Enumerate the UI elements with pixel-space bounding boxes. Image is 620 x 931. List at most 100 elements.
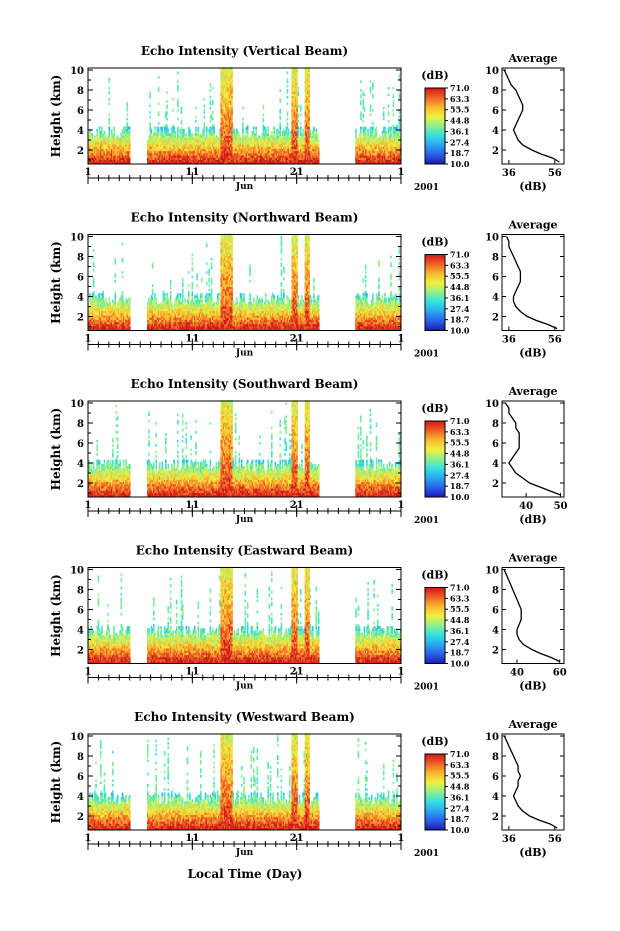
y-axis-label: Height (km) xyxy=(49,574,63,657)
average-frame xyxy=(502,734,564,830)
colorbar xyxy=(425,255,445,331)
echo-heatmap xyxy=(88,400,401,497)
colorbar-tick-label: 36.1 xyxy=(450,459,469,469)
echo-heatmap xyxy=(88,567,401,664)
avg-y-tick-label: 4 xyxy=(492,459,499,470)
y-axis-label: Height (km) xyxy=(49,75,63,158)
colorbar-tick-label: 63.3 xyxy=(450,760,470,770)
panel-title: Echo Intensity (Southward Beam) xyxy=(131,377,359,391)
colorbar-tick-label: 18.7 xyxy=(450,481,469,491)
colorbar-tick-label: 44.8 xyxy=(450,282,470,292)
y-tick-label: 6 xyxy=(77,606,84,617)
echo-heatmap xyxy=(88,234,401,331)
x-tick-label: 1 xyxy=(85,833,92,844)
x-tick-label: 11 xyxy=(185,833,199,844)
avg-y-tick-label: 2 xyxy=(492,146,499,157)
x-tick-label: 1 xyxy=(398,500,405,511)
avg-y-tick-label: 8 xyxy=(492,419,499,430)
x-tick-label: 11 xyxy=(185,167,199,178)
average-profile-line xyxy=(504,570,560,662)
colorbar-tick-label: 27.4 xyxy=(450,637,470,647)
colorbar-tick-label: 44.8 xyxy=(450,449,470,459)
colorbar-tick-label: 55.5 xyxy=(450,271,469,281)
average-frame xyxy=(502,235,564,331)
y-tick-label: 2 xyxy=(77,146,84,157)
colorbar-tick-label: 36.1 xyxy=(450,126,469,136)
echo-heatmap xyxy=(88,733,401,830)
colorbar-tick-label: 55.5 xyxy=(450,105,469,115)
colorbar-tick-label: 36.1 xyxy=(450,792,469,802)
x-tick-label: 1 xyxy=(85,500,92,511)
y-tick-label: 6 xyxy=(77,439,84,450)
panel-4: Echo Intensity (Eastward Beam)246810Heig… xyxy=(49,544,567,693)
colorbar-tick-label: 36.1 xyxy=(450,626,469,636)
y-tick-label: 10 xyxy=(70,233,84,244)
x-month-label: Jun xyxy=(235,848,254,858)
average-title: Average xyxy=(507,718,557,731)
avg-y-tick-label: 8 xyxy=(492,253,499,264)
colorbar-tick-label: 71.0 xyxy=(450,250,470,260)
panel-title: Echo Intensity (Northward Beam) xyxy=(131,211,359,225)
avg-y-tick-label: 10 xyxy=(485,566,499,577)
colorbar-tick-label: 18.7 xyxy=(450,148,469,158)
x-month-label: Jun xyxy=(235,349,254,359)
x-tick-label: 1 xyxy=(398,167,405,178)
x-tick-label: 1 xyxy=(398,334,405,345)
avg-x-label: (dB) xyxy=(519,347,546,360)
colorbar-unit: (dB) xyxy=(421,735,448,748)
y-tick-label: 8 xyxy=(77,86,84,97)
colorbar-tick-label: 36.1 xyxy=(450,293,469,303)
y-tick-label: 2 xyxy=(77,646,84,657)
avg-x-tick-label: 60 xyxy=(553,668,567,679)
x-tick-label: 11 xyxy=(185,500,199,511)
y-tick-label: 4 xyxy=(77,293,84,304)
colorbar xyxy=(425,421,445,497)
y-tick-label: 10 xyxy=(70,566,84,577)
colorbar-tick-label: 44.8 xyxy=(450,615,470,625)
echo-intensity-figure: Echo Intensity (Vertical Beam)246810Heig… xyxy=(0,0,620,931)
colorbar-tick-label: 10.0 xyxy=(450,326,470,336)
avg-y-tick-label: 6 xyxy=(492,273,499,284)
avg-x-label: (dB) xyxy=(519,513,546,526)
y-tick-label: 8 xyxy=(77,586,84,597)
colorbar-tick-label: 63.3 xyxy=(450,593,470,603)
y-tick-label: 6 xyxy=(77,106,84,117)
avg-x-tick-label: 36 xyxy=(502,834,516,845)
avg-y-tick-label: 2 xyxy=(492,646,499,657)
avg-y-tick-label: 8 xyxy=(492,586,499,597)
colorbar-tick-label: 44.8 xyxy=(450,116,470,126)
x-year-label: 2001 xyxy=(414,516,439,526)
colorbar-tick-label: 63.3 xyxy=(450,427,470,437)
avg-y-tick-label: 4 xyxy=(492,293,499,304)
avg-x-tick-label: 40 xyxy=(510,668,524,679)
x-year-label: 2001 xyxy=(414,350,439,360)
panel-2: Echo Intensity (Northward Beam)246810Hei… xyxy=(49,211,564,360)
y-tick-label: 4 xyxy=(77,126,84,137)
panel-1: Echo Intensity (Vertical Beam)246810Heig… xyxy=(49,44,564,193)
colorbar-tick-label: 44.8 xyxy=(450,782,470,792)
y-tick-label: 10 xyxy=(70,399,84,410)
x-tick-label: 1 xyxy=(398,667,405,678)
panel-title: Echo Intensity (Westward Beam) xyxy=(134,710,355,724)
avg-y-tick-label: 8 xyxy=(492,86,499,97)
colorbar-tick-label: 27.4 xyxy=(450,470,470,480)
colorbar-tick-label: 63.3 xyxy=(450,94,470,104)
average-title: Average xyxy=(507,552,557,565)
y-tick-label: 8 xyxy=(77,752,84,763)
y-tick-label: 4 xyxy=(77,626,84,637)
colorbar-tick-label: 55.5 xyxy=(450,604,469,614)
average-title: Average xyxy=(507,52,557,65)
average-title: Average xyxy=(507,385,557,398)
y-tick-label: 10 xyxy=(70,732,84,743)
x-year-label: 2001 xyxy=(414,849,439,859)
colorbar-unit: (dB) xyxy=(421,569,448,582)
avg-x-tick-label: 56 xyxy=(548,335,562,346)
x-tick-label: 11 xyxy=(185,667,199,678)
x-year-label: 2001 xyxy=(414,183,439,193)
figure-xlabel: Local Time (Day) xyxy=(188,867,303,881)
colorbar-tick-label: 71.0 xyxy=(450,83,470,93)
x-tick-label: 1 xyxy=(85,334,92,345)
avg-x-tick-label: 40 xyxy=(519,501,533,512)
panel-5: Echo Intensity (Westward Beam)246810Heig… xyxy=(49,710,564,859)
colorbar-tick-label: 10.0 xyxy=(450,159,470,169)
